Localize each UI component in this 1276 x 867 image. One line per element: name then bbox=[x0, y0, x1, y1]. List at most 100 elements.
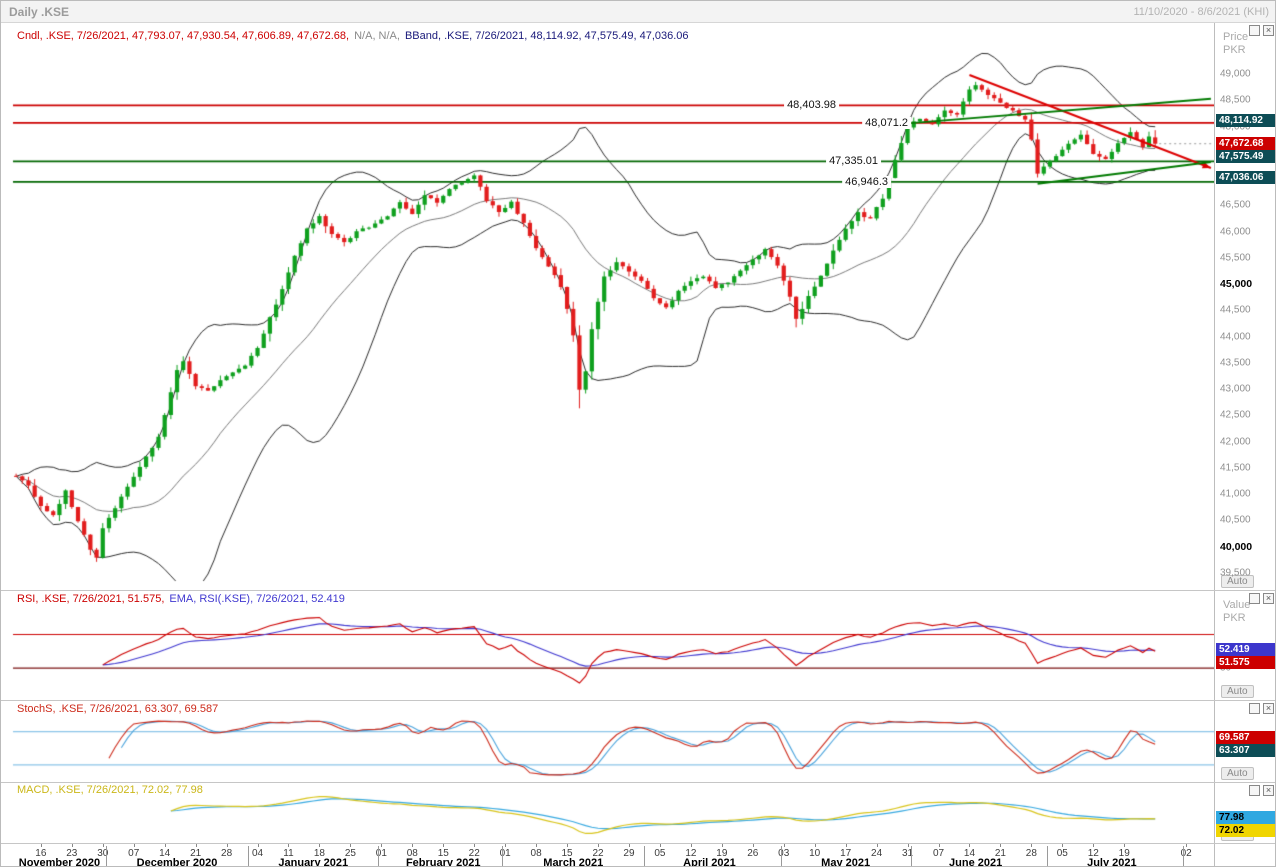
date-day-label: 05 bbox=[654, 848, 666, 859]
axis-tick-label: 42,500 bbox=[1220, 409, 1251, 421]
axis-title-line: PKR bbox=[1223, 612, 1246, 624]
date-tick bbox=[1062, 844, 1064, 847]
date-day-label: 01 bbox=[375, 848, 387, 859]
date-axis[interactable]: 16 23 30 07 14 21 28 04 11 18 25 01 08 15 22 01 08 15 22 29… bbox=[1, 844, 1275, 867]
date-day-label: 16 bbox=[35, 848, 47, 859]
rsi-legend-segment: RSI, .KSE, 7/26/2021, 51.575, bbox=[17, 593, 165, 605]
date-tick bbox=[133, 844, 135, 847]
stochastic-panel-controls: × bbox=[1249, 703, 1274, 714]
date-day-label: 19 bbox=[1118, 848, 1130, 859]
date-tick bbox=[40, 844, 42, 847]
price-legend-segment: N/A, N/A, bbox=[354, 30, 400, 42]
date-tick bbox=[598, 844, 600, 847]
date-axis-corner bbox=[1214, 844, 1275, 866]
month-boundary-tick bbox=[1183, 846, 1185, 866]
date-day-label: 12 bbox=[685, 848, 697, 859]
date-month-label: February 2021 bbox=[405, 857, 481, 867]
axis-tick-label: 40,000 bbox=[1220, 540, 1253, 553]
price-axis-auto-button[interactable]: Auto bbox=[1221, 575, 1254, 588]
date-month-label: May 2021 bbox=[821, 857, 871, 867]
date-day-label: 22 bbox=[468, 848, 480, 859]
date-day-label: 07 bbox=[128, 848, 140, 859]
date-month-label: March 2021 bbox=[543, 857, 604, 867]
axis-title-line: Price bbox=[1223, 31, 1249, 43]
date-day-label: 21 bbox=[190, 848, 202, 859]
date-tick bbox=[1186, 844, 1188, 847]
maximize-icon[interactable] bbox=[1249, 703, 1260, 714]
date-month-label: July 2021 bbox=[1087, 857, 1137, 867]
macd-panel-controls: × bbox=[1249, 785, 1274, 796]
date-day-label: 24 bbox=[871, 848, 883, 859]
date-tick bbox=[1031, 844, 1033, 847]
date-day-label: 31 bbox=[901, 848, 914, 859]
date-tick bbox=[412, 844, 414, 847]
rsi-panel-controls: × bbox=[1249, 593, 1274, 604]
date-tick bbox=[628, 844, 630, 847]
window-title: Daily .KSE bbox=[9, 5, 70, 19]
rsi-axis-title: Value PKR bbox=[1223, 599, 1250, 625]
rsi-chart-canvas[interactable] bbox=[1, 591, 1214, 701]
close-icon[interactable]: × bbox=[1263, 25, 1274, 36]
axis-tick-label: 42,000 bbox=[1220, 436, 1251, 448]
macd-panel: MACD, .KSE, 7/26/2021, 72.02, 77.98 × 77… bbox=[1, 783, 1275, 844]
price-value-box: 47,036.06 bbox=[1216, 170, 1275, 184]
date-day-label: 17 bbox=[840, 848, 852, 859]
date-day-label: 22 bbox=[592, 848, 604, 859]
maximize-icon[interactable] bbox=[1249, 785, 1260, 796]
rsi-axis-auto-button[interactable]: Auto bbox=[1221, 685, 1254, 698]
price-chart-canvas[interactable] bbox=[1, 23, 1214, 591]
axis-tick-label: 48,500 bbox=[1220, 94, 1251, 106]
date-tick bbox=[845, 844, 847, 847]
date-month-label: April 2021 bbox=[683, 857, 736, 867]
date-tick bbox=[195, 844, 197, 847]
date-tick bbox=[350, 844, 352, 847]
stochastic-panel: StochS, .KSE, 7/26/2021, 63.307, 69.587 … bbox=[1, 701, 1275, 783]
date-day-label: 12 bbox=[1087, 848, 1099, 859]
macd-legend: MACD, .KSE, 7/26/2021, 72.02, 77.98 bbox=[17, 784, 208, 796]
stochastic-chart-canvas[interactable] bbox=[1, 701, 1214, 783]
date-day-label: 26 bbox=[747, 848, 759, 859]
maximize-icon[interactable] bbox=[1249, 25, 1260, 36]
date-day-label: 14 bbox=[159, 848, 171, 859]
macd-value-box: 77.98 bbox=[1216, 810, 1275, 824]
price-legend-segment: BBand, .KSE, 7/26/2021, 48,114.92, 47,57… bbox=[404, 30, 689, 42]
close-icon[interactable]: × bbox=[1263, 703, 1274, 714]
date-day-label: 08 bbox=[530, 848, 542, 859]
price-level-label: 48,071.2 bbox=[862, 116, 911, 129]
axis-tick-label: 46,000 bbox=[1220, 226, 1251, 238]
date-month-label: November 2020 bbox=[18, 857, 101, 867]
price-value-axis[interactable]: Price PKR 49,00048,50048,00047,50047,000… bbox=[1214, 23, 1275, 590]
close-icon[interactable]: × bbox=[1263, 593, 1274, 604]
axis-tick-label: 40,500 bbox=[1220, 514, 1251, 526]
macd-chart-canvas[interactable] bbox=[1, 783, 1214, 844]
date-tick bbox=[288, 844, 290, 847]
date-day-label: 25 bbox=[344, 848, 356, 859]
date-month-label: January 2021 bbox=[278, 857, 349, 867]
date-day-label: 04 bbox=[251, 848, 264, 859]
date-day-label: 14 bbox=[963, 848, 976, 859]
date-day-label: 30 bbox=[97, 848, 109, 859]
maximize-icon[interactable] bbox=[1249, 593, 1260, 604]
stoch-value-box: 69.587 bbox=[1216, 730, 1275, 744]
close-icon[interactable]: × bbox=[1263, 785, 1274, 796]
month-boundary-tick bbox=[248, 846, 250, 866]
date-day-label: 28 bbox=[221, 848, 233, 859]
price-legend: Cndl, .KSE, 7/26/2021, 47,793.07, 47,930… bbox=[17, 30, 694, 42]
axis-tick-label: 41,000 bbox=[1220, 488, 1251, 500]
axis-title-line: Value bbox=[1223, 599, 1251, 611]
date-day-label: 02 bbox=[1180, 848, 1192, 859]
date-day-label: 18 bbox=[313, 848, 325, 859]
rsi-panel: RSI, .KSE, 7/26/2021, 51.575, EMA, RSI(.K… bbox=[1, 591, 1275, 701]
date-tick bbox=[505, 844, 507, 847]
date-tick bbox=[443, 844, 445, 847]
month-boundary-tick bbox=[780, 846, 782, 866]
stochastic-axis-auto-button[interactable]: Auto bbox=[1221, 767, 1254, 780]
date-day-label: 21 bbox=[994, 848, 1006, 859]
month-boundary-tick bbox=[1046, 846, 1048, 866]
date-tick bbox=[752, 844, 754, 847]
price-axis-title: Price PKR bbox=[1223, 31, 1248, 57]
price-value-box: 48,114.92 bbox=[1216, 113, 1275, 127]
